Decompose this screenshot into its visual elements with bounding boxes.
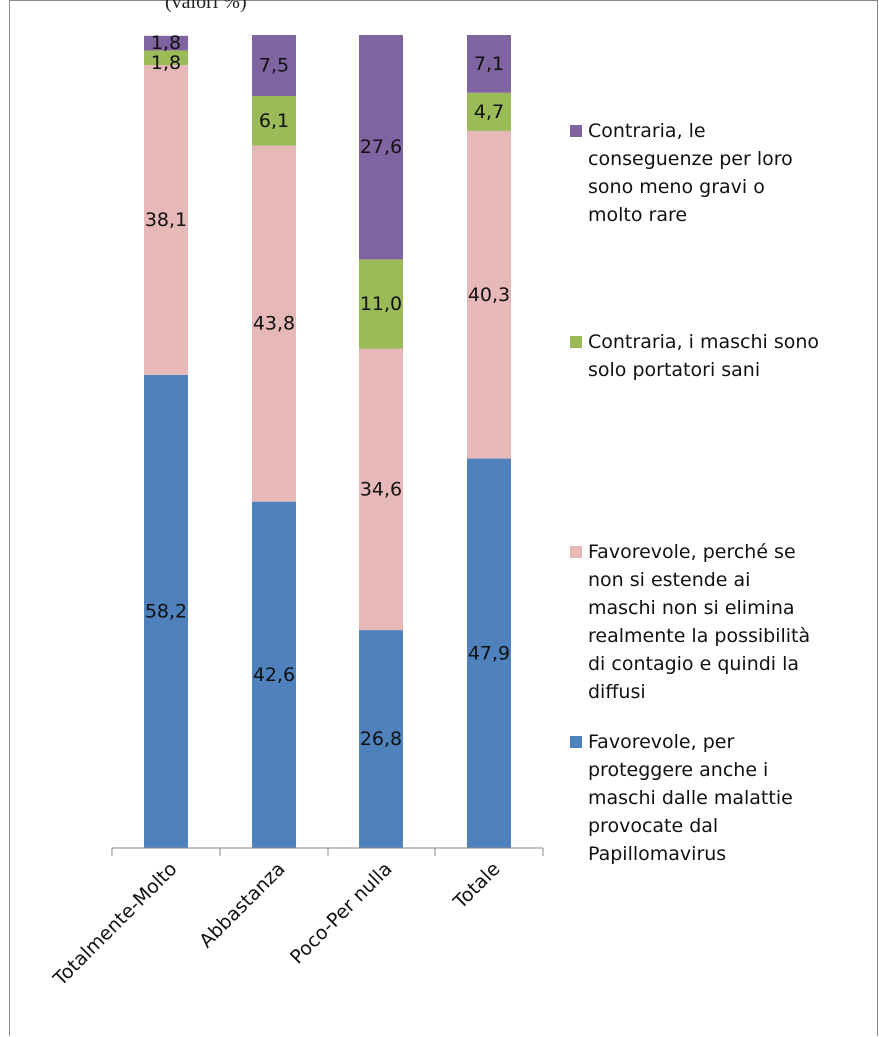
bar-segment-abbastanza-s2 bbox=[252, 95, 296, 146]
data-label-poco-per-nulla-s1: 34,6 bbox=[360, 478, 402, 500]
bar-segment-poco-per-nulla-s0 bbox=[359, 630, 403, 848]
legend-label: Contraria, i maschi sono solo portatori … bbox=[588, 331, 820, 381]
data-label-totale-s3: 7,1 bbox=[474, 53, 504, 75]
bar-segment-poco-per-nulla-s1 bbox=[359, 348, 403, 631]
data-label-poco-per-nulla-s2: 11,0 bbox=[360, 293, 402, 315]
bar-segment-poco-per-nulla-s3 bbox=[359, 35, 403, 260]
chart-caption: (valori %) bbox=[165, 0, 247, 13]
data-label-totalmente-molto-s1: 38,1 bbox=[145, 209, 187, 231]
bar-segment-abbastanza-s3 bbox=[252, 35, 296, 96]
bar-segment-poco-per-nulla-s2 bbox=[359, 259, 403, 349]
data-label-poco-per-nulla-s0: 26,8 bbox=[360, 728, 402, 750]
x-tick-label-totale: Totale bbox=[449, 858, 505, 914]
data-labels-layer: 58,2 38,1 1,81,8 42,6 43,8 6,1 7,5 26,8 34,6 11,0… bbox=[145, 32, 510, 750]
bar-segment-totalmente-molto-s3 bbox=[144, 35, 188, 51]
data-label-abbastanza-s2: 6,1 bbox=[259, 110, 289, 132]
x-tick-label-totalmente-molto: Totalmente-Molto bbox=[49, 858, 182, 991]
legend-swatch-pink bbox=[570, 546, 582, 558]
bar-segment-totale-s2 bbox=[467, 92, 511, 131]
data-label-abbastanza-s1: 43,8 bbox=[253, 313, 295, 335]
bar-segment-totale-s3 bbox=[467, 35, 511, 93]
legend-label: Favorevole, per proteggere anche i masch… bbox=[588, 731, 793, 865]
bar-segment-totalmente-molto-s2 bbox=[144, 50, 188, 66]
data-label-totale-s1: 40,3 bbox=[468, 284, 510, 306]
data-label-totalmente-molto-s2: 1,8 bbox=[151, 52, 181, 74]
bar-segment-abbastanza-s0 bbox=[252, 501, 296, 848]
bars-layer bbox=[144, 35, 511, 848]
legend-swatch-green bbox=[570, 336, 582, 348]
bar-segment-totale-s1 bbox=[467, 130, 511, 459]
legend-label: Favorevole, perché se non si estende ai … bbox=[588, 541, 811, 703]
data-label-abbastanza-s0: 42,6 bbox=[253, 664, 295, 686]
legend-swatch-purple bbox=[570, 125, 582, 137]
x-tick-label-abbastanza: Abbastanza bbox=[195, 858, 289, 952]
data-label-totalmente-molto-s3: 1,8 bbox=[151, 32, 181, 54]
data-label-totale-s2: 4,7 bbox=[474, 101, 504, 123]
legend-label: Contraria, le conseguenze per loro sono … bbox=[588, 120, 793, 226]
chart-frame bbox=[9, 0, 878, 1036]
data-label-poco-per-nulla-s3: 27,6 bbox=[360, 136, 402, 158]
bar-segment-totalmente-molto-s0 bbox=[144, 374, 188, 848]
x-tick-label-poco-per-nulla: Poco-Per nulla bbox=[286, 858, 397, 969]
data-label-totalmente-molto-s0: 58,2 bbox=[145, 600, 187, 622]
bar-segment-totale-s0 bbox=[467, 458, 511, 848]
bar-segment-abbastanza-s1 bbox=[252, 145, 296, 502]
data-label-totale-s0: 47,9 bbox=[468, 642, 510, 664]
bar-segment-totalmente-molto-s1 bbox=[144, 65, 188, 375]
legend-swatch-blue bbox=[570, 736, 582, 748]
data-label-abbastanza-s3: 7,5 bbox=[259, 54, 289, 76]
